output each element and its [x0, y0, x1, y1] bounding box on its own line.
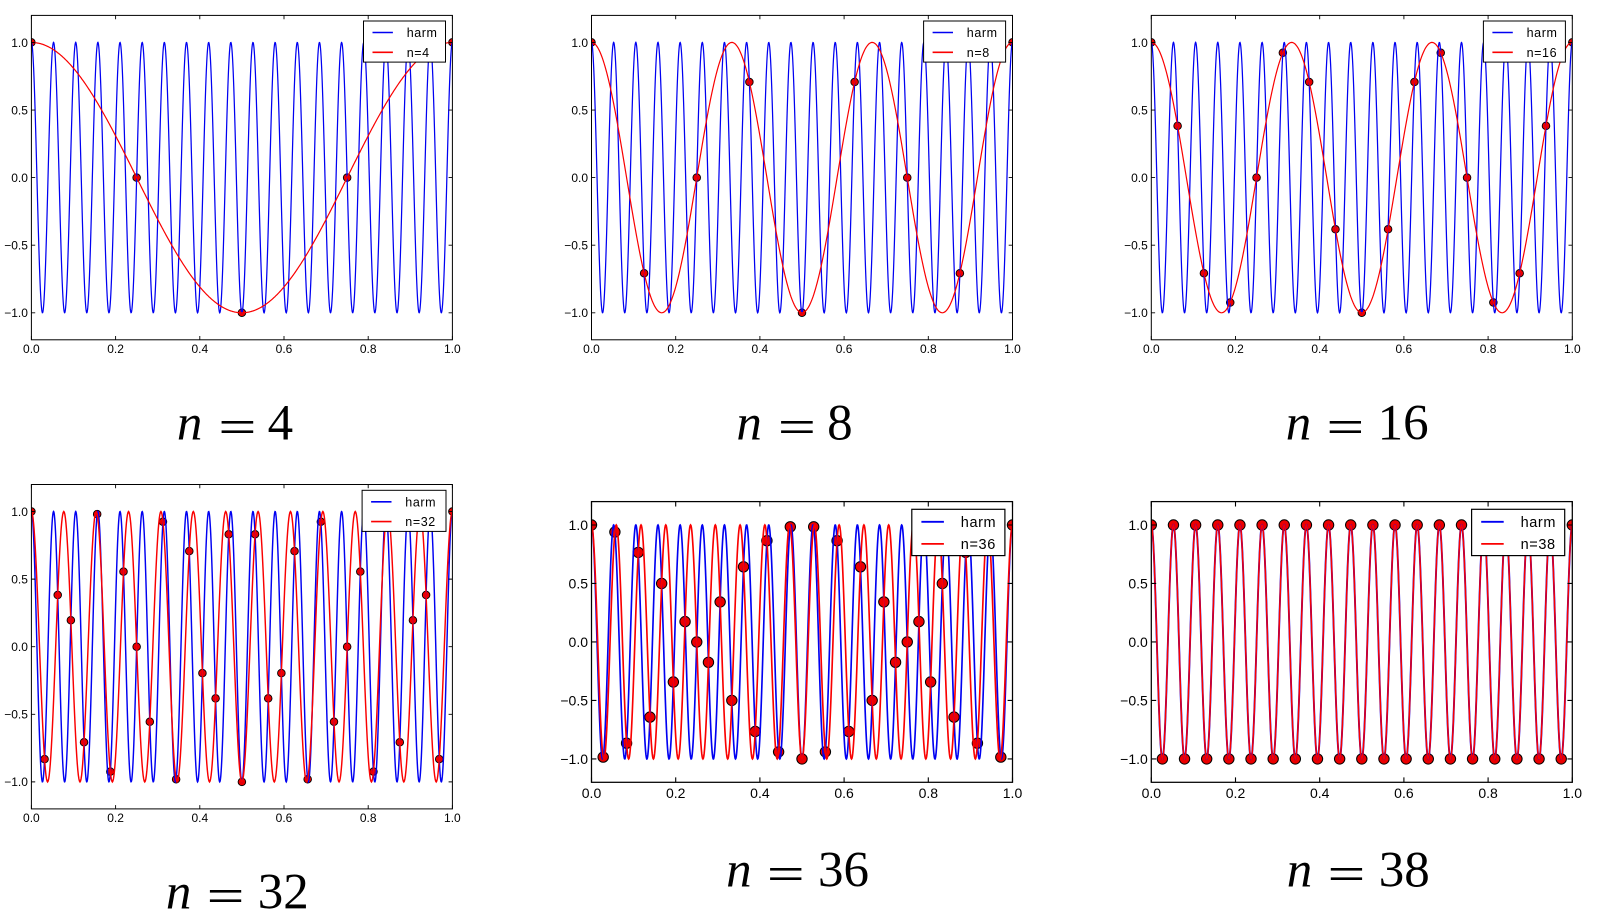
svg-text:harm: harm — [407, 26, 438, 40]
svg-text:0.0: 0.0 — [11, 640, 28, 654]
svg-text:harm: harm — [961, 515, 996, 531]
svg-text:16: 16 — [1378, 396, 1429, 452]
svg-text:−1.0: −1.0 — [564, 306, 588, 320]
svg-text:n: n — [726, 843, 752, 899]
svg-text:0.5: 0.5 — [11, 572, 28, 586]
svg-text:0.6: 0.6 — [276, 342, 293, 356]
svg-text:0.4: 0.4 — [1311, 342, 1328, 356]
svg-text:8: 8 — [827, 396, 853, 452]
svg-text:harm: harm — [967, 26, 998, 40]
svg-text:1.0: 1.0 — [1128, 517, 1148, 533]
svg-text:0.6: 0.6 — [276, 811, 293, 825]
svg-text:0.5: 0.5 — [1128, 576, 1148, 592]
svg-text:n: n — [736, 396, 762, 452]
svg-text:0.0: 0.0 — [1131, 171, 1148, 185]
svg-text:−0.5: −0.5 — [564, 239, 588, 253]
svg-text:4: 4 — [268, 396, 294, 452]
svg-text:0.5: 0.5 — [569, 576, 589, 592]
svg-text:0.4: 0.4 — [1310, 785, 1330, 801]
svg-text:−1.0: −1.0 — [560, 751, 588, 767]
svg-text:−1.0: −1.0 — [4, 306, 28, 320]
svg-text:0.0: 0.0 — [571, 171, 588, 185]
svg-text:1.0: 1.0 — [1564, 342, 1581, 356]
svg-text:−0.5: −0.5 — [4, 708, 28, 722]
svg-text:0.8: 0.8 — [919, 785, 939, 801]
svg-text:32: 32 — [258, 865, 309, 921]
svg-text:0.0: 0.0 — [583, 342, 600, 356]
svg-text:0.8: 0.8 — [1478, 785, 1498, 801]
svg-text:0.8: 0.8 — [1480, 342, 1497, 356]
svg-text:0.2: 0.2 — [667, 342, 684, 356]
svg-text:0.0: 0.0 — [569, 634, 589, 650]
svg-text:0.4: 0.4 — [191, 811, 208, 825]
svg-text:0.0: 0.0 — [23, 811, 40, 825]
svg-text:0.2: 0.2 — [107, 342, 124, 356]
svg-text:0.6: 0.6 — [834, 785, 854, 801]
svg-text:0.2: 0.2 — [1226, 785, 1246, 801]
svg-text:harm: harm — [1527, 26, 1558, 40]
svg-text:n=38: n=38 — [1521, 537, 1556, 553]
svg-text:0.0: 0.0 — [23, 342, 40, 356]
svg-text:0.5: 0.5 — [11, 103, 28, 117]
svg-text:n=32: n=32 — [405, 515, 436, 529]
svg-text:−0.5: −0.5 — [4, 239, 28, 253]
svg-text:0.6: 0.6 — [1396, 342, 1413, 356]
svg-text:0.2: 0.2 — [107, 811, 124, 825]
svg-text:0.0: 0.0 — [11, 171, 28, 185]
svg-text:0.0: 0.0 — [1128, 634, 1148, 650]
svg-text:n: n — [1286, 396, 1312, 452]
svg-text:0.8: 0.8 — [360, 342, 377, 356]
svg-text:1.0: 1.0 — [1004, 342, 1021, 356]
svg-text:0.4: 0.4 — [191, 342, 208, 356]
svg-text:0.6: 0.6 — [1394, 785, 1414, 801]
svg-text:n: n — [166, 865, 192, 921]
svg-text:−1.0: −1.0 — [1120, 751, 1148, 767]
svg-text:36: 36 — [818, 843, 869, 899]
svg-text:0.5: 0.5 — [1131, 103, 1148, 117]
svg-text:0.8: 0.8 — [360, 811, 377, 825]
svg-text:−1.0: −1.0 — [4, 775, 28, 789]
svg-text:0.2: 0.2 — [1227, 342, 1244, 356]
svg-text:−1.0: −1.0 — [1124, 306, 1148, 320]
svg-text:1.0: 1.0 — [1003, 785, 1023, 801]
svg-text:1.0: 1.0 — [11, 505, 28, 519]
svg-text:−0.5: −0.5 — [1120, 693, 1148, 709]
svg-text:1.0: 1.0 — [1563, 785, 1583, 801]
svg-text:0.5: 0.5 — [571, 103, 588, 117]
svg-text:−0.5: −0.5 — [560, 693, 588, 709]
svg-text:n=4: n=4 — [407, 46, 430, 60]
svg-text:1.0: 1.0 — [1131, 36, 1148, 50]
svg-text:n=8: n=8 — [967, 46, 990, 60]
svg-text:1.0: 1.0 — [571, 36, 588, 50]
svg-text:0.0: 0.0 — [1142, 785, 1162, 801]
svg-text:harm: harm — [405, 495, 436, 509]
svg-text:38: 38 — [1379, 843, 1430, 899]
svg-text:0.6: 0.6 — [836, 342, 853, 356]
svg-text:1.0: 1.0 — [11, 36, 28, 50]
svg-text:1.0: 1.0 — [569, 517, 589, 533]
svg-text:n=36: n=36 — [961, 537, 996, 553]
svg-text:0.0: 0.0 — [1143, 342, 1160, 356]
svg-text:0.8: 0.8 — [920, 342, 937, 356]
svg-text:1.0: 1.0 — [444, 811, 461, 825]
svg-text:1.0: 1.0 — [444, 342, 461, 356]
svg-text:n: n — [1287, 843, 1313, 899]
svg-text:n=16: n=16 — [1527, 46, 1558, 60]
svg-text:0.4: 0.4 — [752, 342, 769, 356]
svg-text:0.2: 0.2 — [666, 785, 686, 801]
svg-text:n: n — [177, 396, 203, 452]
svg-text:harm: harm — [1521, 515, 1556, 531]
svg-text:0.0: 0.0 — [582, 785, 602, 801]
svg-text:0.4: 0.4 — [750, 785, 770, 801]
svg-text:−0.5: −0.5 — [1124, 239, 1148, 253]
